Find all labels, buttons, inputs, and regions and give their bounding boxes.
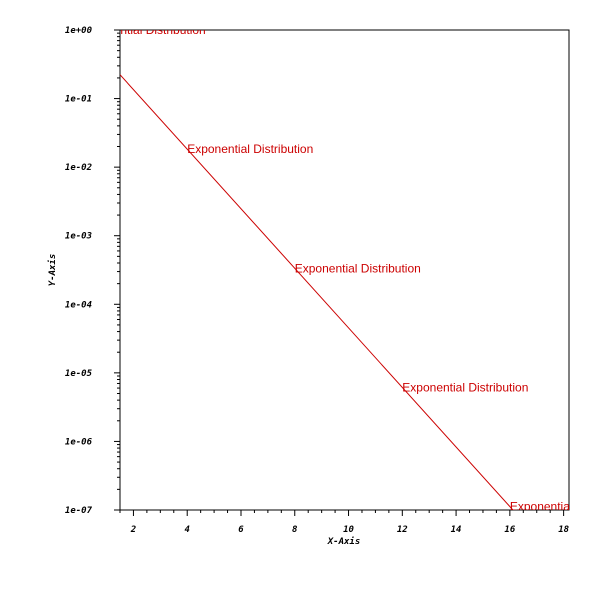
y-tick-label: 1e-07 [65, 506, 93, 516]
x-tick-label: 14 [451, 525, 462, 535]
annotation-layer: Exponential Distribution Exponential Dist… [80, 23, 600, 513]
y-tick-label: 1e+00 [65, 26, 93, 36]
x-tick-label: 10 [343, 525, 354, 535]
x-axis-ticks: 2 4 6 8 10 12 14 16 18 [119, 510, 569, 535]
y-tick-label: 1e-03 [65, 232, 92, 242]
x-tick-label: 6 [238, 525, 244, 535]
curve-annotation: Exponential Distribution [510, 499, 600, 513]
x-tick-label: 12 [397, 525, 408, 535]
x-tick-label: 18 [558, 525, 569, 535]
x-axis-title: X-Axis [327, 536, 361, 547]
x-tick-label: 4 [185, 525, 190, 535]
y-tick-label: 1e-06 [65, 437, 93, 447]
curve-annotation: Exponential Distribution [187, 142, 313, 156]
curve-annotation: Exponential Distribution [402, 380, 528, 394]
y-axis-ticks: 1e+00 1e-01 1e-02 1e-03 1e-04 1e-05 1e-06 1e-07 [65, 26, 120, 516]
plot-frame [119, 29, 570, 511]
curve-annotation: Exponential Distribution [295, 261, 421, 275]
y-tick-label: 1e-04 [65, 300, 92, 310]
x-tick-label: 2 [130, 525, 136, 535]
y-tick-label: 1e-01 [65, 95, 92, 105]
series-line [120, 74, 514, 510]
y-axis-title: Y-Axis [47, 254, 58, 287]
x-tick-label: 16 [504, 525, 515, 535]
y-tick-label: 1e-05 [65, 369, 93, 379]
curve-annotation: Exponential Distribution [80, 23, 206, 37]
y-tick-label: 1e-02 [65, 163, 92, 173]
series-layer [120, 74, 514, 510]
x-tick-label: 8 [292, 525, 297, 535]
